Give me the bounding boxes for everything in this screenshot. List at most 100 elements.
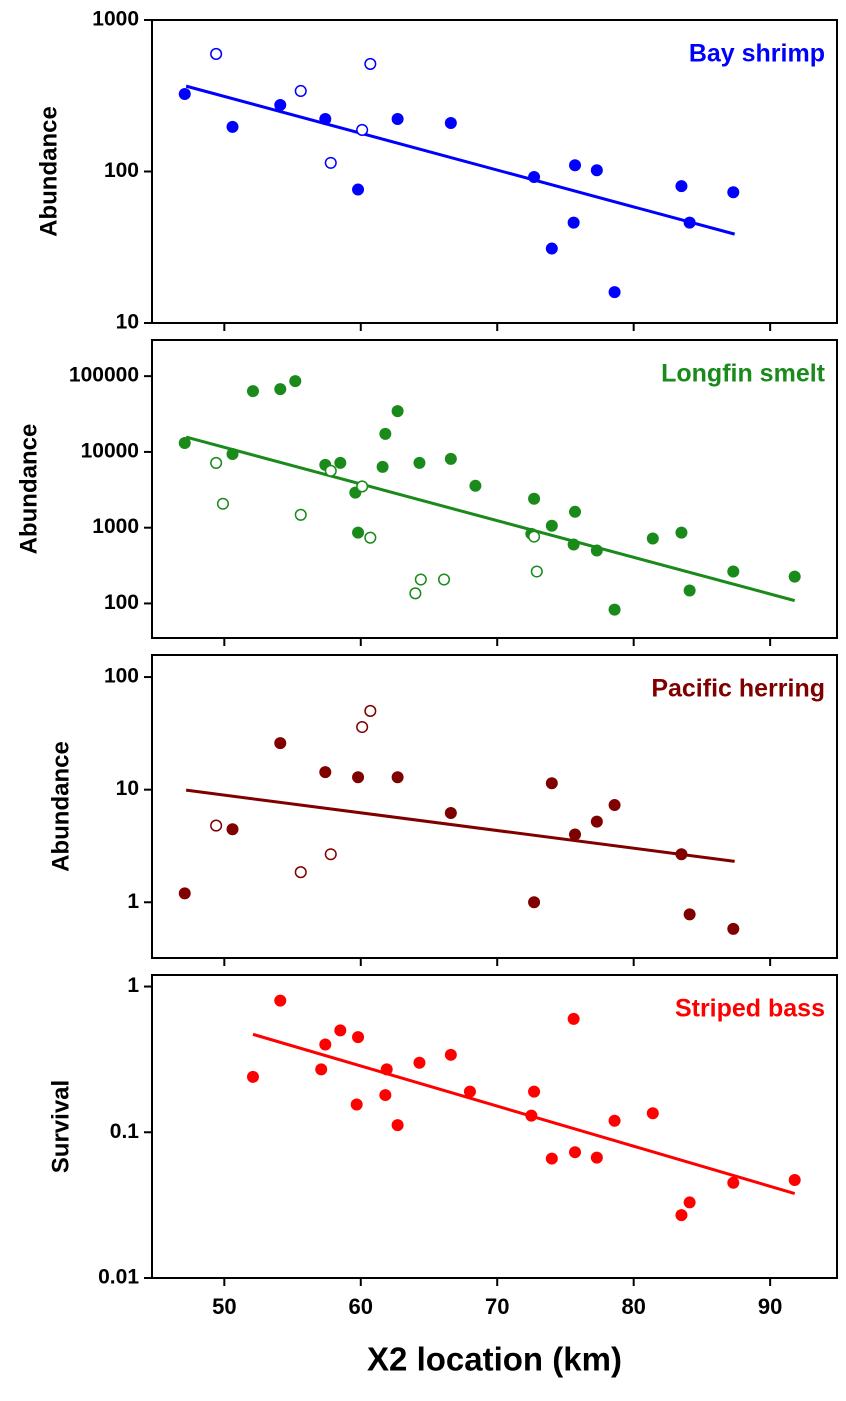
data-point <box>350 1098 363 1111</box>
data-point <box>334 1024 347 1037</box>
data-point <box>210 47 223 60</box>
y-axis-label: Abundance <box>47 741 74 872</box>
annotation: Pacific herring <box>651 675 825 703</box>
data-point <box>409 587 422 600</box>
y-tick-label: 0.01 <box>98 1266 139 1289</box>
data-point <box>567 538 580 551</box>
data-point <box>391 771 404 784</box>
data-point <box>226 120 239 133</box>
data-point <box>364 704 377 718</box>
y-tick-label: 1000 <box>92 8 139 31</box>
data-point <box>569 1146 582 1159</box>
y-tick-label: 1 <box>127 974 139 997</box>
data-point <box>294 866 307 879</box>
plot-frame <box>151 339 838 639</box>
data-point <box>391 405 404 418</box>
fit-line <box>185 435 796 603</box>
annotation: Longfin smelt <box>661 360 826 388</box>
data-point <box>391 113 404 126</box>
data-point <box>675 848 688 861</box>
data-point <box>567 1012 580 1025</box>
data-point <box>178 437 191 450</box>
data-point <box>246 1070 259 1083</box>
data-point <box>274 994 287 1007</box>
fit-line <box>185 788 735 863</box>
data-point <box>463 1085 476 1098</box>
y-tick-label: 100 <box>104 591 139 614</box>
data-point <box>274 98 287 111</box>
x-tick-label: 60 <box>349 1294 373 1319</box>
data-point <box>380 1063 393 1076</box>
y-tick-label: 10000 <box>81 439 139 462</box>
y-tick-label: 0.1 <box>110 1120 140 1143</box>
plot-frame <box>151 654 838 959</box>
y-tick-label: 100 <box>104 665 139 688</box>
data-point <box>528 170 541 183</box>
data-point <box>590 544 603 557</box>
y-tick-label: 10 <box>116 311 139 334</box>
data-point <box>352 183 365 196</box>
data-point <box>545 519 558 532</box>
data-point <box>414 573 427 586</box>
data-point <box>437 573 451 586</box>
data-point <box>376 460 389 473</box>
data-point <box>444 807 457 820</box>
data-point <box>530 565 543 578</box>
data-point <box>444 116 457 129</box>
data-point <box>226 823 239 836</box>
data-point <box>675 180 688 193</box>
data-point <box>315 1063 328 1076</box>
data-point <box>525 1109 538 1122</box>
y-axis-label: Abundance <box>35 106 62 237</box>
data-point <box>608 286 621 299</box>
data-point <box>364 531 377 544</box>
data-point <box>216 497 230 510</box>
y-tick-label: 100 <box>104 159 139 182</box>
data-point <box>727 565 740 578</box>
plot-frame <box>151 974 838 1279</box>
data-point <box>178 887 191 900</box>
data-point <box>683 584 696 597</box>
fit-line <box>185 84 736 236</box>
data-point <box>226 447 239 460</box>
x-tick-label: 80 <box>621 1294 645 1319</box>
data-point <box>528 492 541 505</box>
data-point <box>444 1048 457 1061</box>
data-point <box>413 1056 426 1069</box>
fit-line <box>252 1032 796 1195</box>
y-tick-label: 100000 <box>69 364 139 387</box>
data-point <box>646 1107 659 1120</box>
annotation: Striped bass <box>675 995 825 1023</box>
data-point <box>444 452 457 465</box>
data-point <box>608 799 621 812</box>
y-tick-label: 1 <box>127 890 139 913</box>
data-point <box>352 526 365 539</box>
data-point <box>469 479 482 492</box>
y-tick-label: 1000 <box>92 515 139 538</box>
data-point <box>675 1209 688 1222</box>
data-point <box>590 164 603 177</box>
data-point <box>352 771 365 784</box>
data-point <box>567 216 580 229</box>
data-point <box>356 123 369 137</box>
data-point <box>590 1151 603 1164</box>
data-point <box>294 84 307 98</box>
data-point <box>545 777 558 790</box>
data-point <box>646 532 659 545</box>
data-point <box>356 480 369 493</box>
y-tick-label: 10 <box>116 777 139 800</box>
data-point <box>590 815 603 828</box>
x-tick-label: 70 <box>485 1294 509 1319</box>
data-point <box>379 1089 392 1102</box>
data-point <box>788 570 801 583</box>
data-point <box>324 464 337 477</box>
data-point <box>727 186 740 199</box>
data-point <box>210 819 223 832</box>
x-axis-label: X2 location (km) <box>367 1341 622 1378</box>
data-point <box>379 427 392 440</box>
y-axis-label: Abundance <box>15 424 42 555</box>
data-point <box>319 1038 332 1051</box>
data-point <box>324 848 337 861</box>
data-point <box>569 828 582 841</box>
